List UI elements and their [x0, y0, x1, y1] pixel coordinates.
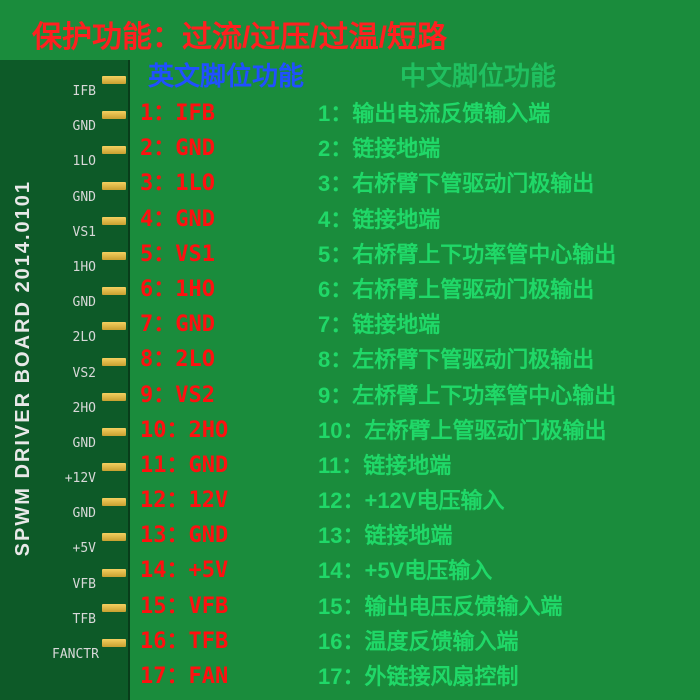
eng-pin-row: 4：GND	[140, 202, 228, 237]
gold-pin	[102, 498, 126, 506]
chn-pin-row: 2：链接地端	[318, 131, 616, 166]
pcb-silk-label: VS1	[52, 215, 96, 250]
eng-pin-row: 7：GND	[140, 307, 228, 342]
protection-header: 保护功能：过流/过压/过温/短路	[32, 12, 447, 56]
chn-pin-row: 7：链接地端	[318, 307, 616, 342]
pcb-silk-label: 1HO	[52, 250, 96, 285]
gold-pin	[102, 287, 126, 295]
gold-pin	[102, 252, 126, 260]
eng-pin-row: 6：1HO	[140, 272, 228, 307]
chn-pin-row: 1：输出电流反馈输入端	[318, 96, 616, 131]
pcb-silk-label: +12V	[52, 461, 96, 496]
pcb-silkscreen-title: SPWM DRIVER BOARD 2014.0101	[12, 180, 35, 556]
chn-pin-row: 14：+5V电压输入	[318, 553, 616, 588]
eng-pin-row: 5：VS1	[140, 237, 228, 272]
pcb-silk-label: GND	[52, 109, 96, 144]
pcb-silk-label: 1LO	[52, 144, 96, 179]
english-pin-list: 1：IFB2：GND3：1LO4：GND5：VS16：1HO7：GND8：2LO…	[140, 96, 228, 694]
pcb-silk-label: GND	[52, 180, 96, 215]
gold-pin	[102, 217, 126, 225]
chn-pin-row: 16：温度反馈输入端	[318, 624, 616, 659]
pcb-pin-silk-labels: IFBGND1LOGNDVS11HOGND2LOVS22HOGND+12VGND…	[52, 74, 96, 672]
eng-pin-row: 8：2LO	[140, 342, 228, 377]
pcb-silk-label: TFB	[52, 602, 96, 637]
gold-pin	[102, 533, 126, 541]
gold-pin	[102, 182, 126, 190]
pcb-silk-label: 2LO	[52, 320, 96, 355]
chn-pin-row: 8：左桥臂下管驱动门极输出	[318, 342, 616, 377]
chn-pin-row: 11：链接地端	[318, 448, 616, 483]
gold-pin	[102, 358, 126, 366]
eng-pin-row: 3：1LO	[140, 166, 228, 201]
pcb-silk-label: IFB	[52, 74, 96, 109]
gold-pin	[102, 393, 126, 401]
pcb-silk-label: 2HO	[52, 391, 96, 426]
gold-pin	[102, 428, 126, 436]
gold-pin	[102, 463, 126, 471]
chn-pin-row: 15：输出电压反馈输入端	[318, 589, 616, 624]
gold-pin	[102, 604, 126, 612]
gold-pin	[102, 111, 126, 119]
chn-pin-row: 17：外链接风扇控制	[318, 659, 616, 694]
chn-pin-row: 9：左桥臂上下功率管中心输出	[318, 378, 616, 413]
pcb-gold-pins	[102, 76, 130, 674]
chn-pin-row: 3：右桥臂下管驱动门极输出	[318, 166, 616, 201]
pcb-silk-label: VFB	[52, 567, 96, 602]
eng-pin-row: 15：VFB	[140, 589, 228, 624]
eng-pin-row: 16：TFB	[140, 624, 228, 659]
eng-pin-row: 2：GND	[140, 131, 228, 166]
pcb-silk-label: +5V	[52, 531, 96, 566]
eng-pin-row: 10：2HO	[140, 413, 228, 448]
pcb-silk-label: VS2	[52, 356, 96, 391]
chn-pin-row: 4：链接地端	[318, 202, 616, 237]
eng-pin-row: 1：IFB	[140, 96, 228, 131]
chn-pin-row: 12：+12V电压输入	[318, 483, 616, 518]
eng-pin-row: 14：+5V	[140, 553, 228, 588]
gold-pin	[102, 146, 126, 154]
chn-pin-row: 5：右桥臂上下功率管中心输出	[318, 237, 616, 272]
pcb-silk-label: FANCTR	[52, 637, 96, 672]
eng-pin-row: 17：FAN	[140, 659, 228, 694]
chn-pin-row: 6：右桥臂上管驱动门极输出	[318, 272, 616, 307]
eng-pin-row: 13：GND	[140, 518, 228, 553]
pcb-silk-label: GND	[52, 496, 96, 531]
gold-pin	[102, 639, 126, 647]
chinese-pin-list: 1：输出电流反馈输入端2：链接地端3：右桥臂下管驱动门极输出4：链接地端5：右桥…	[318, 96, 616, 694]
gold-pin	[102, 322, 126, 330]
english-pin-title: 英文脚位功能	[148, 56, 304, 93]
chn-pin-row: 10：左桥臂上管驱动门极输出	[318, 413, 616, 448]
eng-pin-row: 12：12V	[140, 483, 228, 518]
chinese-pin-title: 中文脚位功能	[400, 56, 556, 93]
chn-pin-row: 13：链接地端	[318, 518, 616, 553]
gold-pin	[102, 76, 126, 84]
pcb-silk-label: GND	[52, 285, 96, 320]
eng-pin-row: 11：GND	[140, 448, 228, 483]
eng-pin-row: 9：VS2	[140, 378, 228, 413]
pcb-silk-label: GND	[52, 426, 96, 461]
gold-pin	[102, 569, 126, 577]
